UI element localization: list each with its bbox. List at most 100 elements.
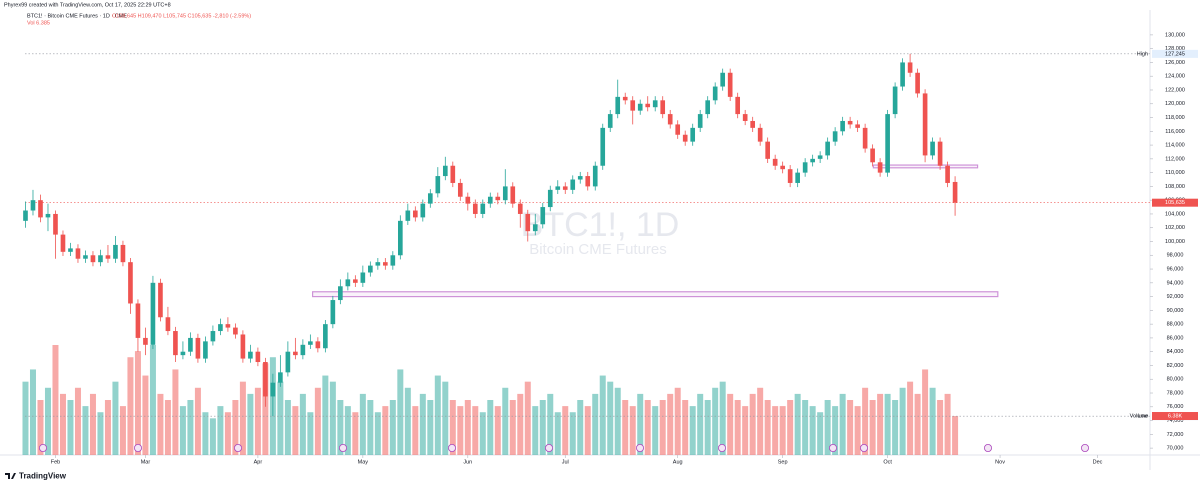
volume-bar	[727, 393, 734, 455]
volume-bar	[517, 393, 524, 455]
candle-body	[38, 200, 43, 218]
volume-bar	[689, 406, 696, 455]
logo-icon	[5, 473, 16, 479]
volume-bar	[37, 400, 44, 455]
volume-bar	[839, 393, 846, 455]
volume-bar	[29, 369, 36, 455]
candle-body	[855, 124, 860, 128]
volume-bar	[382, 406, 389, 455]
x-tick-label: Apr	[254, 459, 263, 465]
x-tick-label: Oct	[883, 459, 892, 465]
volume-bar	[389, 400, 396, 455]
logo: TradingView	[5, 472, 67, 481]
volume-bar	[877, 393, 884, 455]
volume-bar	[344, 406, 351, 455]
volume-bar	[914, 393, 921, 455]
event-icon	[133, 443, 142, 452]
candle-body	[195, 337, 201, 359]
volume-bar	[187, 400, 194, 455]
y-tick-label: 104,000	[1165, 211, 1185, 217]
volume-bar	[134, 351, 141, 455]
volume-bar	[322, 375, 329, 455]
x-tick-label: Nov	[995, 459, 1005, 465]
volume-bar	[494, 406, 501, 455]
candle-body	[255, 351, 261, 363]
volume-bar	[479, 412, 486, 455]
candle-body	[30, 200, 36, 211]
candle-body	[405, 210, 411, 221]
volume-bar	[532, 406, 539, 455]
volume-bar	[179, 406, 186, 455]
volume-bar	[599, 375, 606, 455]
candle-body	[577, 176, 583, 180]
volume-bar	[44, 387, 51, 455]
candle-body	[285, 351, 291, 373]
volume-bar	[577, 400, 584, 455]
candle-body	[870, 148, 875, 163]
volume-bar	[562, 406, 569, 455]
candle-body	[263, 362, 268, 397]
volume-bar	[397, 369, 404, 455]
volume-bar	[427, 400, 434, 455]
y-tick-label: 76,000	[1167, 404, 1184, 410]
y-tick-label: 120,000	[1165, 101, 1185, 107]
volume-bar	[67, 400, 74, 455]
volume-bar	[907, 381, 914, 455]
candle-body	[600, 127, 606, 166]
x-tick-label: Jun	[463, 459, 472, 465]
volume-bar	[832, 406, 839, 455]
volume-bar	[464, 400, 471, 455]
candle-body	[825, 141, 830, 156]
event-icon	[39, 443, 48, 452]
candle-body	[412, 210, 418, 218]
candle-body	[420, 203, 426, 218]
volume-bar	[434, 375, 441, 455]
event-icon	[829, 443, 838, 452]
volume-bar	[359, 393, 366, 455]
y-tick-label: 126,000	[1165, 60, 1185, 66]
volume-bar	[772, 406, 779, 455]
volume-bar	[157, 393, 164, 455]
candle-body	[383, 262, 388, 266]
volume-bar	[82, 406, 89, 455]
candle-body	[308, 341, 313, 345]
volume-bar	[659, 400, 666, 455]
volume-bar	[329, 381, 336, 455]
candle-body	[465, 196, 471, 204]
candle-body	[240, 334, 246, 359]
high-name: High	[1137, 51, 1148, 57]
volume-bar	[487, 400, 494, 455]
candle-body	[757, 127, 763, 142]
x-tick-label: Feb	[51, 459, 60, 465]
volume-bar	[569, 412, 576, 455]
candle-body	[885, 114, 890, 173]
y-tick-label: 108,000	[1165, 184, 1185, 190]
volume-bar	[284, 400, 291, 455]
volume-bar	[97, 412, 104, 455]
y-tick-label: 98,000	[1167, 253, 1184, 259]
candle-body	[945, 165, 950, 183]
volume-bar	[584, 406, 591, 455]
candle-body	[353, 279, 358, 283]
y-tick-label: 116,000	[1165, 129, 1184, 135]
candle-body	[720, 72, 726, 87]
volume-bar	[104, 400, 111, 455]
volume-bar	[254, 387, 261, 455]
volume-bar	[622, 400, 629, 455]
candle-body	[23, 210, 28, 221]
volume-bar	[712, 387, 719, 455]
volume-bar	[869, 400, 876, 455]
event-icon	[233, 443, 242, 452]
y-tick-label: 94,000	[1167, 280, 1184, 286]
volume-bar	[802, 400, 809, 455]
volume-bar	[779, 406, 786, 455]
volume-bar	[224, 412, 231, 455]
y-tick-label: 128,000	[1165, 46, 1185, 52]
volume-bar	[367, 400, 374, 455]
y-tick-label: 72,000	[1167, 432, 1184, 438]
author-line: Phyrex99 created with TradingView.com, O…	[4, 2, 171, 8]
candle-body	[787, 169, 793, 183]
volume-bar	[74, 387, 81, 455]
volume-bar	[937, 400, 944, 455]
volume-layer	[22, 345, 959, 455]
